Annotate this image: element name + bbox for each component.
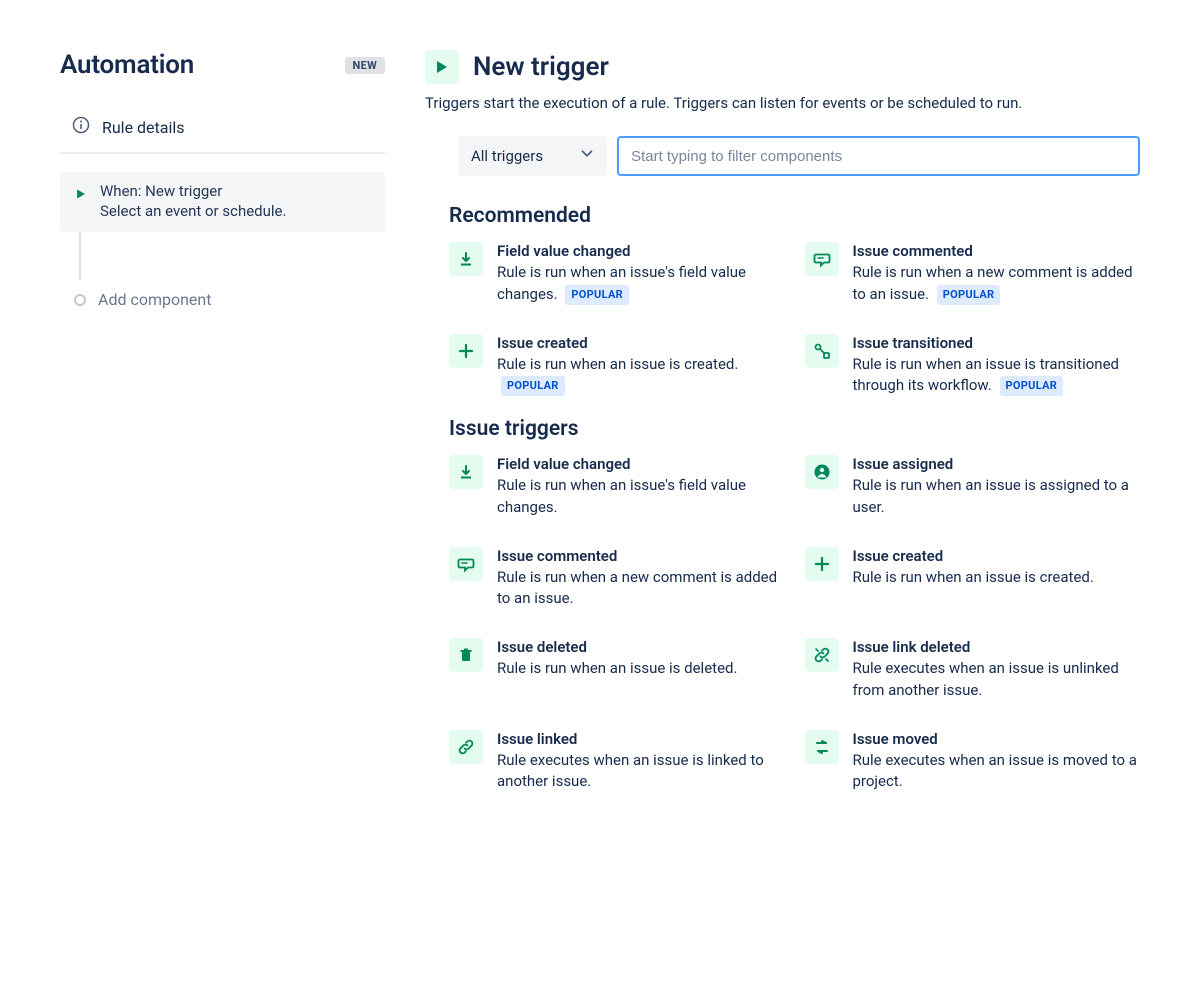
popular-badge: POPULAR bbox=[937, 285, 1001, 305]
card-title: Issue moved bbox=[853, 730, 1141, 748]
trigger-card[interactable]: Issue link deleted Rule executes when an … bbox=[805, 638, 1141, 702]
card-title: Issue created bbox=[853, 547, 1141, 565]
person-icon bbox=[805, 455, 839, 489]
trigger-section: Issue triggers Field value changed Rule is… bbox=[449, 417, 1140, 793]
trigger-card[interactable]: Issue commented Rule is run when a new co… bbox=[805, 242, 1141, 306]
card-title: Issue assigned bbox=[853, 455, 1141, 473]
move-icon bbox=[805, 730, 839, 764]
card-title: Field value changed bbox=[497, 242, 785, 260]
step-title: When: New trigger bbox=[100, 182, 286, 200]
trigger-card[interactable]: Issue moved Rule executes when an issue i… bbox=[805, 730, 1141, 794]
section-title: Issue triggers bbox=[449, 417, 1140, 441]
timeline-line bbox=[79, 232, 81, 280]
add-component-label: Add component bbox=[98, 290, 211, 309]
card-description: Rule is run when a new comment is added … bbox=[853, 262, 1141, 306]
comment-icon bbox=[805, 242, 839, 276]
card-description: Rule executes when an issue is linked to… bbox=[497, 750, 785, 794]
card-description: Rule is run when an issue is deleted. bbox=[497, 658, 785, 680]
trigger-card[interactable]: Issue linked Rule executes when an issue … bbox=[449, 730, 785, 794]
card-title: Issue created bbox=[497, 334, 785, 352]
card-description: Rule is run when a new comment is added … bbox=[497, 567, 785, 611]
link-icon bbox=[449, 730, 483, 764]
card-description: Rule executes when an issue is moved to … bbox=[853, 750, 1141, 794]
trigger-card[interactable]: Field value changed Rule is run when an i… bbox=[449, 242, 785, 306]
card-title: Issue commented bbox=[853, 242, 1141, 260]
step-new-trigger[interactable]: When: New trigger Select an event or sch… bbox=[60, 172, 385, 232]
card-title: Issue transitioned bbox=[853, 334, 1141, 352]
comment-icon bbox=[449, 547, 483, 581]
rule-details-label: Rule details bbox=[102, 118, 185, 137]
main-description: Triggers start the execution of a rule. … bbox=[425, 94, 1140, 112]
trigger-card[interactable]: Issue deleted Rule is run when an issue i… bbox=[449, 638, 785, 702]
popular-badge: POPULAR bbox=[565, 285, 629, 305]
dropdown-label: All triggers bbox=[471, 147, 543, 165]
filter-input[interactable] bbox=[617, 136, 1140, 176]
trigger-category-dropdown[interactable]: All triggers bbox=[459, 136, 607, 176]
new-badge: NEW bbox=[345, 57, 385, 74]
info-icon bbox=[72, 116, 90, 138]
timeline-dot-icon bbox=[74, 294, 86, 306]
plus-icon bbox=[449, 334, 483, 368]
chevron-down-icon bbox=[579, 146, 595, 166]
card-description: Rule is run when an issue is assigned to… bbox=[853, 475, 1141, 519]
plus-icon bbox=[805, 547, 839, 581]
field-change-icon bbox=[449, 242, 483, 276]
trigger-card[interactable]: Issue assigned Rule is run when an issue … bbox=[805, 455, 1141, 519]
trigger-card[interactable]: Issue created Rule is run when an issue i… bbox=[449, 334, 785, 398]
card-title: Field value changed bbox=[497, 455, 785, 473]
step-subtitle: Select an event or schedule. bbox=[100, 202, 286, 220]
trigger-card[interactable]: Issue commented Rule is run when a new co… bbox=[449, 547, 785, 611]
trigger-section: Recommended Field value changed Rule is ru… bbox=[449, 204, 1140, 397]
rule-details-row[interactable]: Rule details bbox=[60, 102, 385, 154]
card-description: Rule executes when an issue is unlinked … bbox=[853, 658, 1141, 702]
card-title: Issue deleted bbox=[497, 638, 785, 656]
trigger-card[interactable]: Issue transitioned Rule is run when an is… bbox=[805, 334, 1141, 398]
trigger-card[interactable]: Field value changed Rule is run when an i… bbox=[449, 455, 785, 519]
page-title: Automation bbox=[60, 50, 194, 80]
trigger-play-icon bbox=[425, 50, 459, 84]
main-title: New trigger bbox=[473, 52, 609, 82]
link-broken-icon bbox=[805, 638, 839, 672]
trigger-card[interactable]: Issue created Rule is run when an issue i… bbox=[805, 547, 1141, 611]
section-title: Recommended bbox=[449, 204, 1140, 228]
card-title: Issue commented bbox=[497, 547, 785, 565]
field-change-icon bbox=[449, 455, 483, 489]
card-description: Rule is run when an issue's field value … bbox=[497, 475, 785, 519]
trash-icon bbox=[449, 638, 483, 672]
add-component-row[interactable]: Add component bbox=[60, 280, 385, 319]
card-title: Issue linked bbox=[497, 730, 785, 748]
card-description: Rule is run when an issue is created. PO… bbox=[497, 354, 785, 398]
transition-icon bbox=[805, 334, 839, 368]
card-description: Rule is run when an issue is created. bbox=[853, 567, 1141, 589]
card-description: Rule is run when an issue's field value … bbox=[497, 262, 785, 306]
play-icon bbox=[74, 186, 88, 205]
popular-badge: POPULAR bbox=[1000, 376, 1064, 396]
card-description: Rule is run when an issue is transitione… bbox=[853, 354, 1141, 398]
popular-badge: POPULAR bbox=[501, 376, 565, 396]
card-title: Issue link deleted bbox=[853, 638, 1141, 656]
